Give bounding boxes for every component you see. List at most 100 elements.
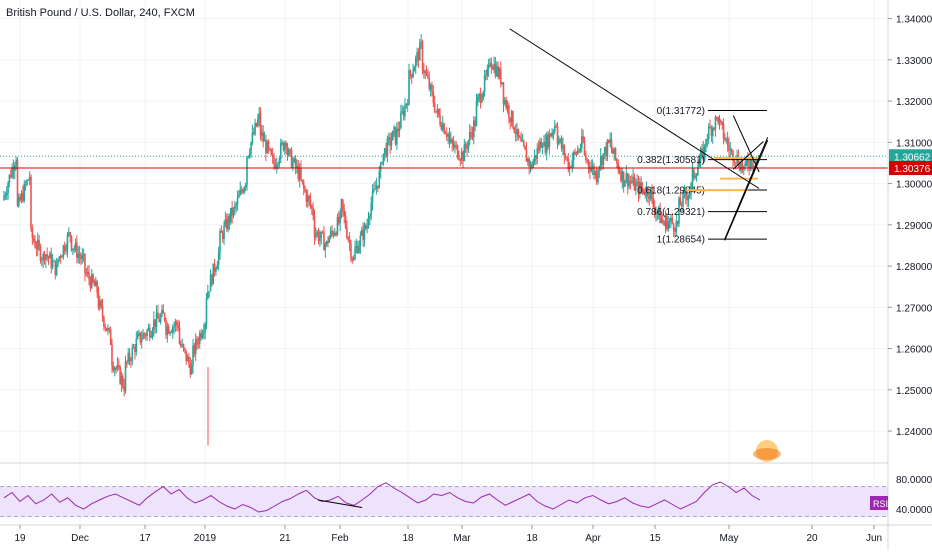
rsi-panel [0,462,888,517]
rsi-badge [870,496,888,510]
candle-body [165,319,167,335]
candle-body [612,149,614,154]
time-tick-label: Apr [585,533,601,544]
candle-body [312,208,314,216]
candle-body [537,148,540,151]
price-tick-label: 1.34000 [896,15,932,26]
candle-body [243,187,246,193]
candle-body [683,191,686,193]
candle-body [81,255,84,260]
candle-body [555,125,557,127]
price-tick-label: 1.31000 [896,138,932,149]
candle-body [686,196,688,201]
candle-body [335,232,337,235]
candle-body [701,148,703,153]
candle-body [200,333,202,338]
candle-body [409,70,412,75]
candle-body [490,63,493,68]
rsi-tick-label: 80.0000 [896,475,932,486]
candle-body [284,142,286,151]
candle-body [749,160,752,169]
candle-body [548,133,551,148]
candle-body [333,232,336,236]
candle-body [342,199,344,210]
candle-body [734,162,737,164]
candle-body [194,338,197,354]
candle-body [90,274,93,288]
candle-body [362,230,364,241]
candle-body [97,292,100,308]
candle-body [641,188,644,190]
candle-body [109,329,112,345]
time-tick-label: Mar [453,533,471,544]
candle-body [167,326,170,334]
candle-body [436,108,439,113]
candle-body [292,161,294,168]
candle-body [73,248,75,250]
time-tick-label: 19 [14,533,26,544]
candle-body [454,145,456,148]
candle-body [643,188,645,194]
candle-body [578,150,580,152]
candle-body [381,163,383,165]
candle-body [444,133,447,135]
candle-body [675,220,678,232]
candle-body [497,66,499,77]
candle-body [205,298,208,324]
candle-body [201,333,204,338]
candle-body [720,120,722,122]
candle-body [128,352,131,361]
candle-body [31,228,34,239]
candle-body [562,145,564,149]
candle-body [275,164,278,168]
candle-body [220,231,223,233]
candle-body [567,158,570,170]
candle-body [532,161,534,168]
candle-body [39,246,42,261]
candle-body [468,132,471,141]
candle-body [250,142,252,154]
candle-body [242,191,244,193]
candle-body [601,156,603,166]
candle-body [695,175,698,177]
candle-body [221,232,224,239]
candle-body [375,185,378,190]
candle-body [539,141,541,151]
candle-body [296,166,298,168]
candle-body [232,208,235,216]
horizontal-price-lines [0,155,888,169]
candle-body [603,147,606,154]
time-axis[interactable]: 19 Dec 17 2019 21 Feb 18 Mar 18 Apr 15 May 20 Jun [0,524,932,544]
candle-body [78,253,81,257]
candle-body [131,347,134,361]
candle-body [316,231,318,234]
candle-body [427,75,429,78]
candle-body [639,182,641,195]
candle-body [96,281,98,293]
candle-body [482,91,485,99]
trendline [732,141,764,170]
candle-body [477,96,479,102]
candle-body [325,241,328,245]
candle-body [294,158,297,168]
candle-body [392,130,394,141]
candle-body [248,153,251,156]
candle-body [282,142,285,151]
candle-body [579,148,582,151]
candle-body [61,256,63,258]
candle-body [405,103,408,106]
candle-body [551,132,553,137]
candle-body [678,198,680,224]
candle-body [27,179,30,181]
candle-body [142,333,144,340]
candle-body [344,215,347,228]
trendlines[interactable] [509,28,769,241]
candle-body [332,232,335,236]
candle-body [755,160,757,166]
candle-body [311,205,313,209]
candle-body [339,212,341,224]
fibonacci-retracement[interactable]: 0(1.31772) 0.382(1.30581) 0.618(1.29845) 0.… [637,106,767,246]
price-axis[interactable]: 1.34000 1.33000 1.32000 1.31000 1.30000 1.290… [870,0,932,550]
candle-body [471,133,474,138]
